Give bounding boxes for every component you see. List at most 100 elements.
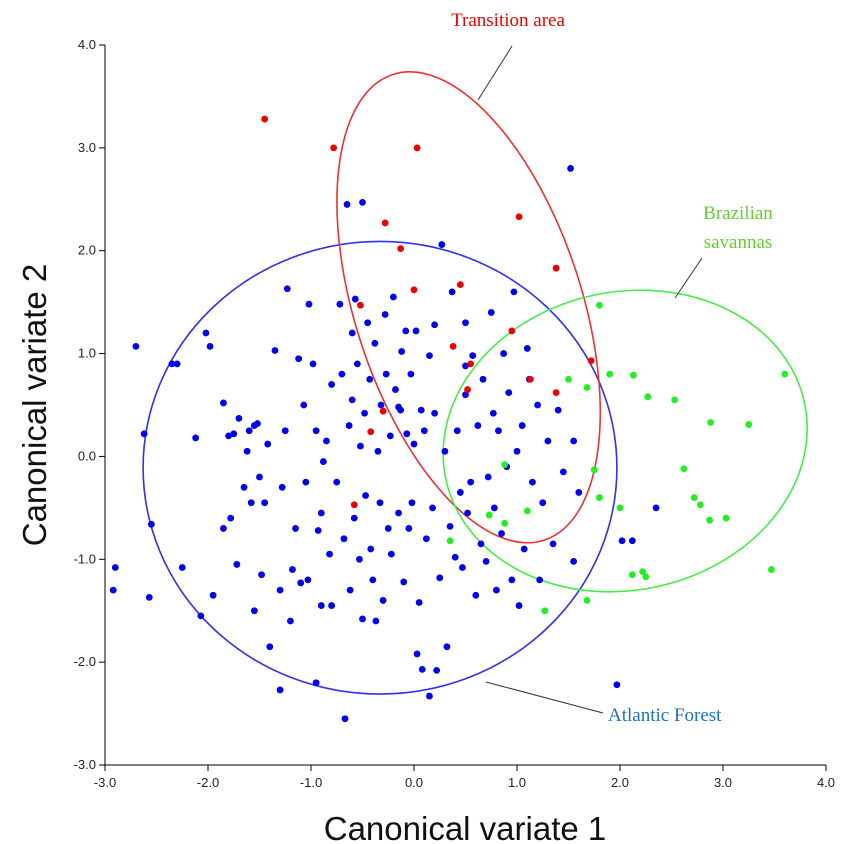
atlantic-forest-point <box>420 427 428 435</box>
atlantic-forest-point <box>353 360 361 368</box>
brazilian-savannas-point <box>696 501 704 509</box>
atlantic-forest-point <box>451 553 459 561</box>
x-tick-label: -3.0 <box>94 775 116 790</box>
brazilian-savannas-point <box>680 465 688 473</box>
atlantic-forest-point <box>227 514 235 522</box>
atlantic-forest-point <box>369 576 377 584</box>
atlantic-forest-point <box>438 241 446 248</box>
atlantic-forest-point <box>402 327 410 335</box>
y-tick-label: -1.0 <box>74 551 96 566</box>
atlantic-forest-point <box>472 591 480 599</box>
atlantic-forest-point <box>364 319 372 327</box>
brazilian-savannas-point <box>583 384 591 391</box>
points-layer <box>109 115 789 723</box>
atlantic-forest-point <box>500 350 508 357</box>
atlantic-forest-point <box>276 686 284 694</box>
transition-area-point <box>261 115 269 123</box>
atlantic-forest-point <box>362 492 369 499</box>
atlantic-forest-point <box>357 442 364 450</box>
atlantic-forest-point <box>433 666 441 674</box>
atlantic-forest-point <box>436 574 444 582</box>
y-tick-label: 1.0 <box>78 346 96 361</box>
atlantic-forest-point <box>276 586 284 594</box>
atlantic-forest-point <box>261 499 269 507</box>
y-tick-label: 2.0 <box>78 243 96 258</box>
atlantic-forest-point <box>429 504 436 512</box>
atlantic-forest-point <box>240 483 248 491</box>
transition-area-point <box>526 375 534 383</box>
atlantic-forest-point <box>490 504 498 512</box>
brazilian-savannas-point <box>628 571 636 579</box>
atlantic-forest-point <box>453 427 461 435</box>
atlantic-forest-point <box>230 430 238 438</box>
transition-area-point <box>515 213 523 221</box>
atlantic-forest-point <box>328 602 335 609</box>
atlantic-forest-leader-line <box>485 681 604 714</box>
atlantic-forest-point <box>295 355 303 363</box>
brazilian-savannas-point <box>596 494 603 501</box>
atlantic-forest-point <box>366 375 374 383</box>
atlantic-forest-point <box>413 650 421 658</box>
transition-area-point <box>552 389 560 397</box>
brazilian-savannas-point <box>485 511 493 519</box>
atlantic-forest-point <box>323 437 330 445</box>
atlantic-forest-point <box>305 300 313 308</box>
atlantic-forest-point <box>534 401 541 409</box>
atlantic-forest-point <box>209 591 217 599</box>
brazilian-savannas-point <box>745 421 753 428</box>
atlantic-forest-point <box>312 427 320 435</box>
atlantic-forest-point <box>462 319 469 327</box>
atlantic-forest-point <box>426 352 433 360</box>
atlantic-forest-point <box>554 406 562 414</box>
atlantic-forest-point <box>549 540 557 548</box>
atlantic-forest-point <box>559 468 567 476</box>
atlantic-forest-point <box>405 525 413 532</box>
atlantic-forest-point <box>341 715 349 723</box>
atlantic-forest-point <box>245 427 253 435</box>
brazilian-savannas-point <box>671 396 678 404</box>
atlantic-forest-point <box>356 555 363 563</box>
atlantic-forest-point <box>618 537 626 545</box>
atlantic-forest-point <box>336 300 344 308</box>
brazilian-savannas-ellipse <box>442 289 808 593</box>
atlantic-forest-point <box>312 679 320 687</box>
atlantic-forest-point <box>317 602 325 609</box>
atlantic-forest-point <box>441 447 449 455</box>
y-tick-label: 4.0 <box>78 37 96 52</box>
atlantic-forest-point <box>302 478 310 486</box>
atlantic-forest-label: Atlantic Forest <box>608 705 722 726</box>
atlantic-forest-point <box>225 432 233 440</box>
atlantic-forest-point <box>477 540 485 548</box>
brazilian-savannas-point <box>590 466 598 474</box>
brazilian-savannas-point <box>541 607 549 615</box>
atlantic-forest-point <box>529 478 536 486</box>
atlantic-forest-point <box>448 288 456 296</box>
atlantic-forest-point <box>417 406 425 414</box>
atlantic-forest-point <box>266 643 274 651</box>
atlantic-forest-point <box>570 557 578 565</box>
atlantic-forest-point <box>515 602 523 609</box>
y-axis-title: Canonical variate 2 <box>16 264 53 547</box>
brazilian-savannas-point <box>523 507 531 515</box>
atlantic-forest-point <box>403 430 411 438</box>
atlantic-forest-point <box>652 504 660 512</box>
brazilian-savannas-point <box>616 504 624 512</box>
x-tick-label: 4.0 <box>817 775 835 790</box>
atlantic-forest-point <box>407 370 415 378</box>
brazilian-savannas-point <box>768 566 775 573</box>
atlantic-forest-point <box>395 403 402 411</box>
atlantic-forest-point <box>498 530 505 537</box>
atlantic-forest-point <box>431 409 438 417</box>
atlantic-forest-point <box>520 545 528 553</box>
brazilian-savannas-point <box>606 370 614 378</box>
atlantic-forest-point <box>462 362 469 370</box>
atlantic-forest-point <box>359 198 366 206</box>
brazilian-savannas-point <box>706 516 714 524</box>
brazilian-savannas-leader-line <box>674 257 703 299</box>
transition-area-point <box>350 501 358 509</box>
atlantic-forest-point <box>345 422 353 429</box>
atlantic-forest-point <box>523 345 531 352</box>
brazilian-savannas-point <box>639 568 647 576</box>
atlantic-forest-point <box>487 309 495 316</box>
y-tick-label: 3.0 <box>78 140 96 155</box>
